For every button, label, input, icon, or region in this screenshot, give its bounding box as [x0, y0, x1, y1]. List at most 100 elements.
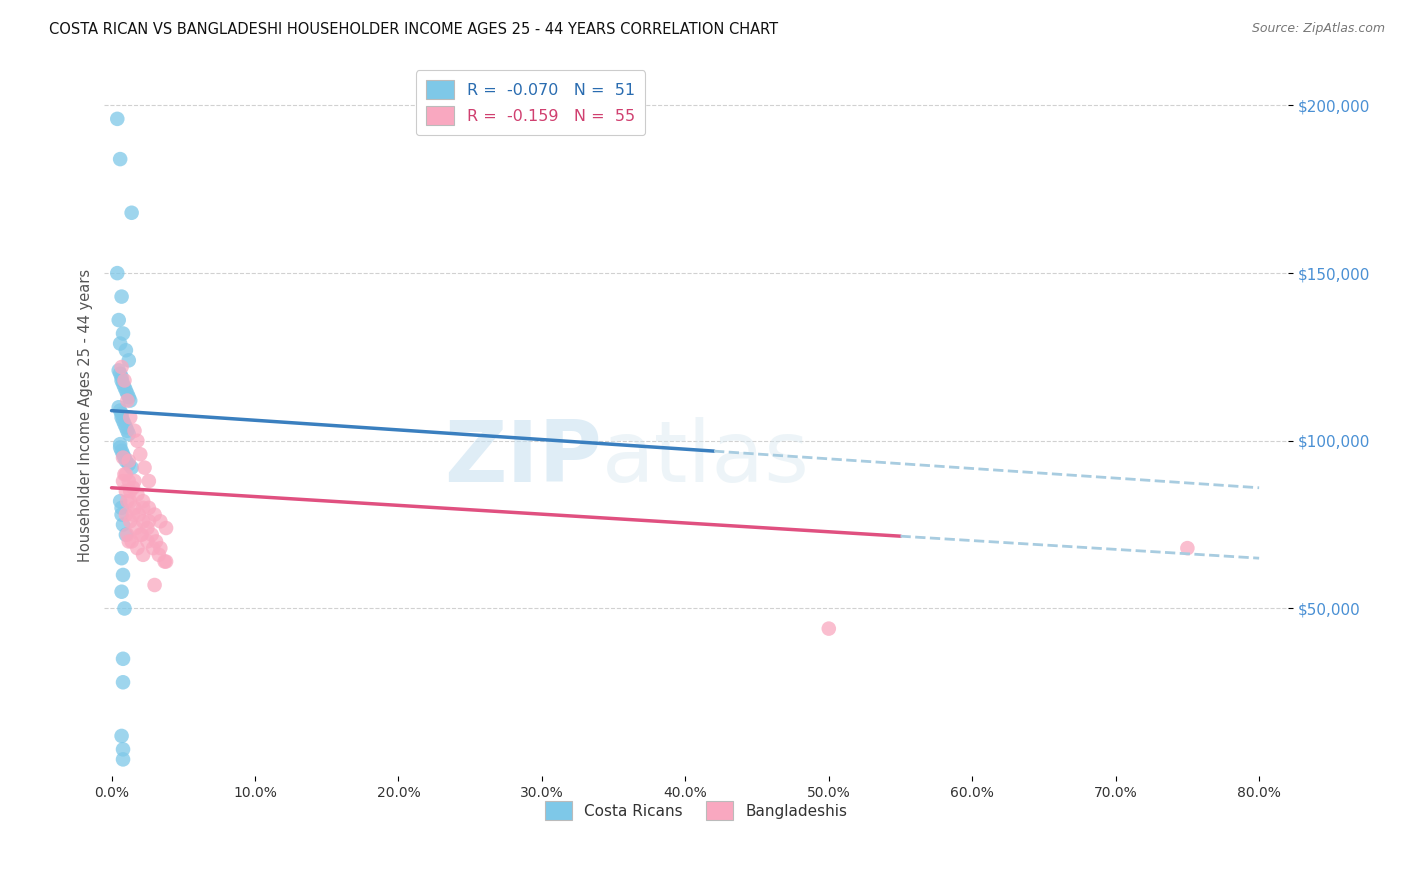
Point — [115, 454, 138, 468]
Point — [108, 367, 131, 381]
Point — [136, 534, 159, 549]
Point — [153, 555, 176, 569]
Point — [112, 568, 135, 582]
Point — [118, 353, 141, 368]
Point — [132, 548, 155, 562]
Point — [108, 494, 131, 508]
Point — [112, 474, 135, 488]
Point — [105, 112, 128, 126]
Point — [112, 752, 135, 766]
Point — [120, 484, 142, 499]
Point — [112, 447, 135, 461]
Point — [108, 152, 131, 166]
Point — [143, 578, 166, 592]
Point — [112, 517, 135, 532]
Point — [112, 450, 135, 465]
Point — [110, 407, 132, 421]
Point — [132, 500, 155, 515]
Point — [112, 675, 135, 690]
Point — [117, 393, 139, 408]
Point — [110, 443, 132, 458]
Point — [115, 467, 138, 482]
Point — [114, 374, 136, 388]
Text: atlas: atlas — [602, 417, 810, 500]
Point — [117, 424, 139, 438]
Point — [110, 508, 132, 522]
Point — [117, 494, 139, 508]
Point — [148, 548, 170, 562]
Point — [110, 290, 132, 304]
Point — [155, 521, 177, 535]
Point — [138, 514, 160, 528]
Legend: Costa Ricans, Bangladeshis: Costa Ricans, Bangladeshis — [538, 796, 853, 826]
Point — [115, 343, 138, 358]
Point — [118, 457, 141, 471]
Point — [145, 534, 167, 549]
Point — [112, 414, 135, 428]
Point — [108, 403, 131, 417]
Point — [127, 487, 149, 501]
Point — [117, 527, 139, 541]
Point — [127, 434, 149, 448]
Point — [110, 500, 132, 515]
Point — [107, 363, 129, 377]
Point — [118, 474, 141, 488]
Point — [112, 652, 135, 666]
Point — [149, 514, 172, 528]
Point — [118, 427, 141, 442]
Point — [141, 527, 163, 541]
Point — [124, 424, 146, 438]
Point — [108, 336, 131, 351]
Point — [131, 527, 153, 541]
Point — [110, 551, 132, 566]
Text: COSTA RICAN VS BANGLADESHI HOUSEHOLDER INCOME AGES 25 - 44 YEARS CORRELATION CHA: COSTA RICAN VS BANGLADESHI HOUSEHOLDER I… — [49, 22, 779, 37]
Point — [129, 527, 152, 541]
Point — [107, 401, 129, 415]
Point — [124, 500, 146, 515]
Point — [149, 541, 172, 555]
Point — [118, 534, 141, 549]
Point — [112, 742, 135, 756]
Point — [110, 584, 132, 599]
Point — [118, 390, 141, 404]
Point — [134, 460, 156, 475]
Point — [110, 410, 132, 425]
Point — [120, 410, 142, 425]
Point — [132, 494, 155, 508]
Point — [120, 514, 142, 528]
Point — [118, 454, 141, 468]
Point — [155, 555, 177, 569]
Point — [129, 447, 152, 461]
Point — [125, 521, 148, 535]
Point — [105, 266, 128, 280]
Point — [114, 601, 136, 615]
Point — [110, 374, 132, 388]
Point — [121, 534, 143, 549]
Point — [1177, 541, 1199, 555]
Point — [117, 387, 139, 401]
Point — [142, 541, 165, 555]
Point — [112, 376, 135, 391]
Point — [122, 481, 145, 495]
Point — [120, 393, 142, 408]
Point — [121, 206, 143, 220]
Point — [114, 417, 136, 431]
Point — [138, 500, 160, 515]
Text: Source: ZipAtlas.com: Source: ZipAtlas.com — [1251, 22, 1385, 36]
Point — [115, 527, 138, 541]
Point — [817, 622, 839, 636]
Point — [110, 729, 132, 743]
Text: ZIP: ZIP — [444, 417, 602, 500]
Point — [115, 508, 138, 522]
Point — [107, 313, 129, 327]
Point — [128, 508, 150, 522]
Point — [124, 474, 146, 488]
Point — [114, 380, 136, 394]
Point — [122, 508, 145, 522]
Point — [115, 420, 138, 434]
Point — [108, 437, 131, 451]
Point — [115, 484, 138, 499]
Point — [132, 514, 155, 528]
Point — [127, 541, 149, 555]
Point — [115, 384, 138, 398]
